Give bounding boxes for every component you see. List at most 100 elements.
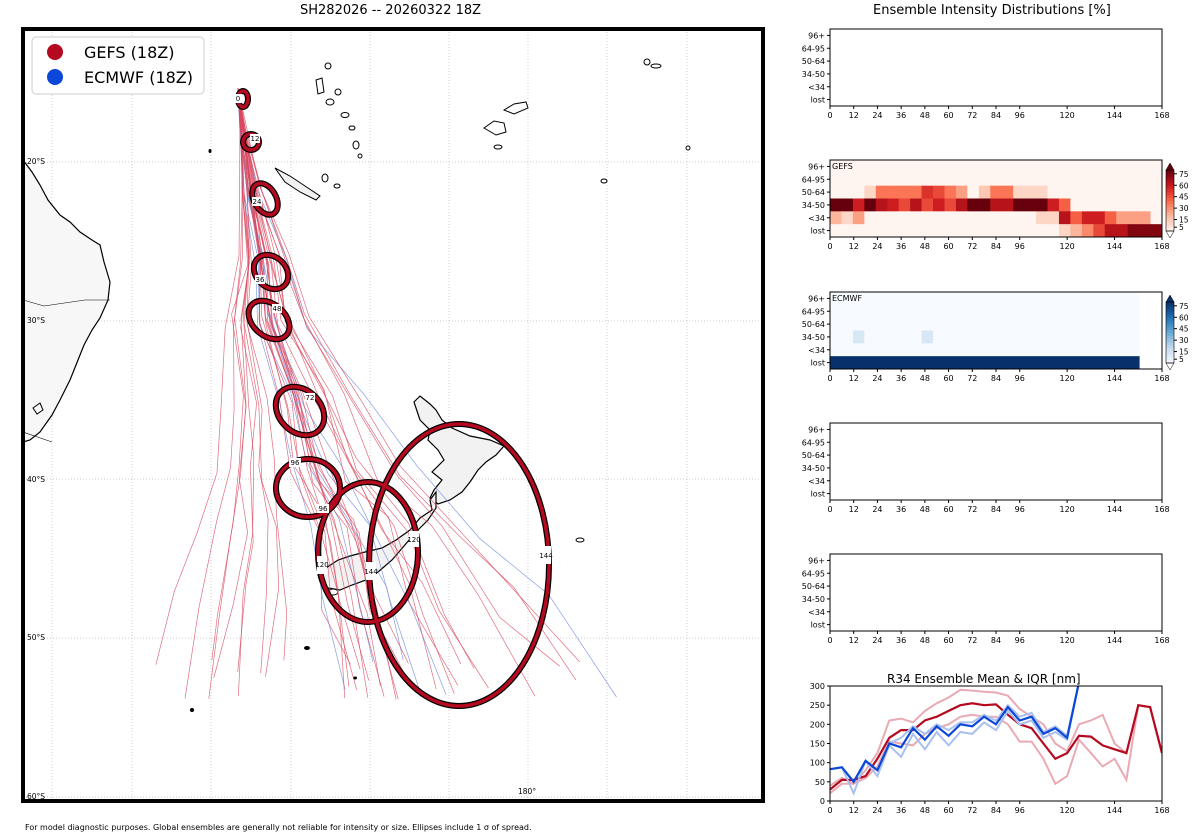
member-track <box>237 87 455 694</box>
heat-cell <box>1036 160 1049 174</box>
heat-cell <box>933 185 945 199</box>
x-tick-label: 72 <box>967 636 977 645</box>
category-label: 96+ <box>808 425 825 434</box>
heat-cell <box>830 224 842 238</box>
x-tick-label: 144 <box>1107 111 1122 120</box>
heat-cell <box>1127 198 1140 212</box>
member-track <box>237 87 580 663</box>
heat-cell <box>1013 172 1026 187</box>
heat-cell <box>1036 172 1049 187</box>
heat-cell <box>852 330 865 344</box>
category-label: 64-95 <box>802 307 825 316</box>
heat-cell <box>887 304 900 319</box>
heat-cell <box>841 172 854 187</box>
heat-cell <box>1058 292 1071 306</box>
heat-cell <box>944 304 957 319</box>
r34-lines <box>830 686 1162 796</box>
heat-cell <box>1070 224 1083 238</box>
x-tick-label: 0 <box>827 505 832 514</box>
x-tick-label: 0 <box>827 242 832 251</box>
heat-cell <box>841 330 854 344</box>
x-tick-label: 24 <box>872 374 882 383</box>
r34-series-line <box>830 702 1162 791</box>
category-label: 34-50 <box>802 201 825 210</box>
heat-cell <box>1127 185 1140 199</box>
heat-cell <box>910 211 923 225</box>
lat-label: 60°S <box>27 792 45 801</box>
heat-cell <box>864 304 877 319</box>
x-tick-label: 0 <box>827 636 832 645</box>
heat-cell <box>1116 343 1129 357</box>
heat-cell <box>1024 211 1037 225</box>
r34-series-line <box>830 686 1080 796</box>
category-label: 96+ <box>808 31 825 40</box>
fiji-islands <box>483 58 691 543</box>
heat-cell <box>1024 160 1037 174</box>
heat-cell <box>875 224 888 238</box>
x-tick-label: 12 <box>849 806 859 815</box>
heat-cell <box>1139 172 1152 187</box>
heat-cell <box>910 224 923 238</box>
panel-label: ECMWF <box>832 294 862 303</box>
heat-cell <box>1070 356 1083 370</box>
heat-cell <box>1013 292 1026 306</box>
heat-cell <box>1001 292 1014 306</box>
heat-cell <box>875 317 888 331</box>
heat-cell <box>875 330 888 344</box>
colorbar-cell <box>1166 176 1174 180</box>
colorbar-extend <box>1165 230 1175 239</box>
colorbar-cell <box>1166 185 1174 189</box>
x-tick-label: 144 <box>1107 505 1122 514</box>
heat-cell <box>1058 211 1071 225</box>
heat-cell <box>967 330 980 344</box>
heat-cell <box>990 185 1003 199</box>
heat-cell <box>887 330 900 344</box>
x-tick-label: 24 <box>872 806 882 815</box>
heat-cell <box>1070 343 1083 357</box>
heat-cell <box>841 160 854 174</box>
category-label: 34-50 <box>802 333 825 342</box>
heat-cell <box>852 224 865 238</box>
heat-cell <box>830 160 842 174</box>
heat-cell <box>830 317 842 331</box>
intensity-title: Ensemble Intensity Distributions [%] <box>873 3 1111 18</box>
heat-cell <box>1104 292 1117 306</box>
x-tick-label: 60 <box>943 806 953 815</box>
y-tick-label: 150 <box>810 740 825 749</box>
colorbar-frame <box>1165 169 1175 232</box>
heat-cell <box>933 292 945 306</box>
heat-cell <box>1139 198 1152 212</box>
heat-cell <box>944 330 957 344</box>
x-tick-label: 60 <box>943 111 953 120</box>
heat-cell <box>875 211 888 225</box>
heat-cell <box>1058 224 1071 238</box>
heat-cell <box>978 185 991 199</box>
heat-cell <box>1013 304 1026 319</box>
panel-frame <box>829 553 1163 632</box>
lat-label: 30°S <box>27 316 45 325</box>
hour-label: 72 <box>306 394 315 402</box>
heat-cell <box>830 304 842 319</box>
category-label: 64-95 <box>802 569 825 578</box>
heat-cell <box>1047 172 1060 187</box>
heat-cell <box>978 198 991 212</box>
hour-label: 96 <box>319 505 328 513</box>
hour-label: 96 <box>291 459 300 467</box>
heat-cell <box>1081 317 1094 331</box>
heat-cell <box>898 304 911 319</box>
x-tick-label: 168 <box>1154 806 1169 815</box>
heat-cell <box>887 292 900 306</box>
heat-cell <box>1047 304 1060 319</box>
heat-cell <box>1001 224 1014 238</box>
colorbar-cell <box>1166 218 1174 223</box>
ellipse-hour-labels: 0 12 24 36 48 72 96 96 120 144 120 144 <box>234 94 553 580</box>
category-label: 96+ <box>808 294 825 303</box>
x-tick-label: 96 <box>1015 111 1025 120</box>
heat-cell <box>841 198 854 212</box>
heat-cell <box>910 172 923 187</box>
heat-cell <box>990 224 1003 238</box>
heat-cell <box>841 343 854 357</box>
